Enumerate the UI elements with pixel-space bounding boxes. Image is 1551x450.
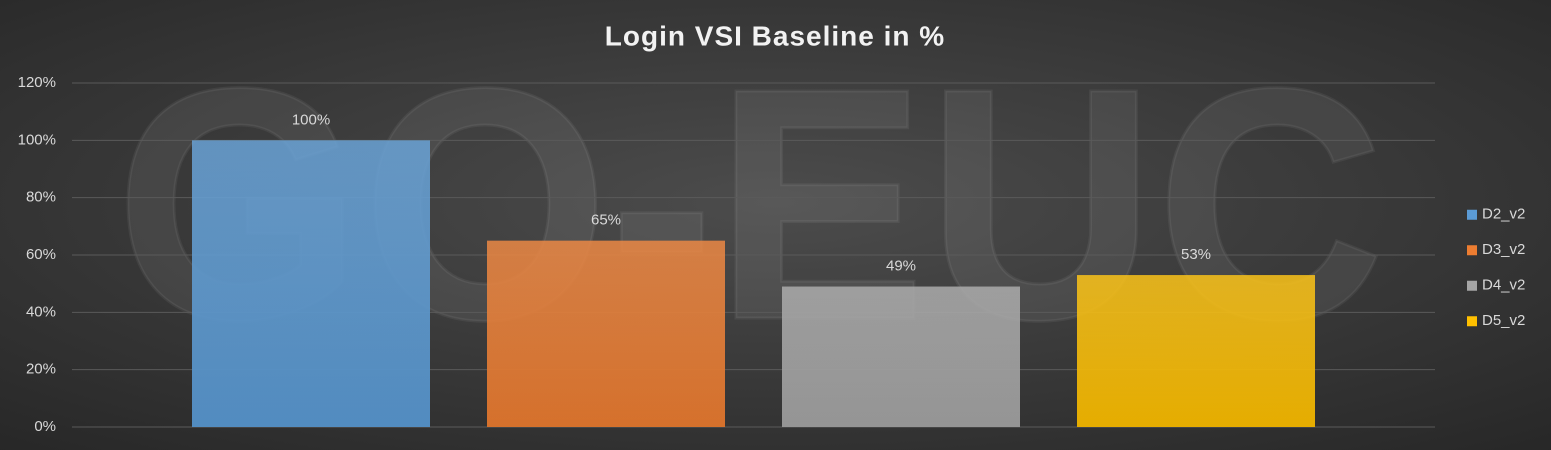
y-tick-label: 0% [34, 418, 56, 435]
legend-label: D2_v2 [1482, 206, 1525, 223]
data-label: 100% [292, 111, 330, 128]
y-tick-label: 100% [18, 131, 56, 148]
y-tick-label: 60% [26, 246, 56, 263]
bar-shade [1077, 275, 1315, 427]
y-tick-label: 40% [26, 303, 56, 320]
legend-swatch [1467, 245, 1477, 256]
data-label: 65% [591, 212, 621, 229]
data-label: 53% [1181, 246, 1211, 263]
bar-shade [487, 240, 725, 427]
legend-swatch [1467, 209, 1477, 220]
y-tick-label: 120% [18, 74, 56, 91]
legend-label: D3_v2 [1482, 241, 1525, 258]
legend-swatch [1467, 280, 1477, 291]
bar-shade [192, 140, 430, 428]
legend-label: D5_v2 [1482, 312, 1525, 329]
data-label: 49% [886, 258, 916, 275]
y-tick-label: 80% [26, 189, 56, 206]
legend-swatch [1467, 316, 1477, 327]
bar-shade [782, 286, 1020, 427]
chart-title: Login VSI Baseline in % [605, 20, 945, 51]
y-tick-label: 20% [26, 361, 56, 378]
legend-label: D4_v2 [1482, 277, 1525, 294]
